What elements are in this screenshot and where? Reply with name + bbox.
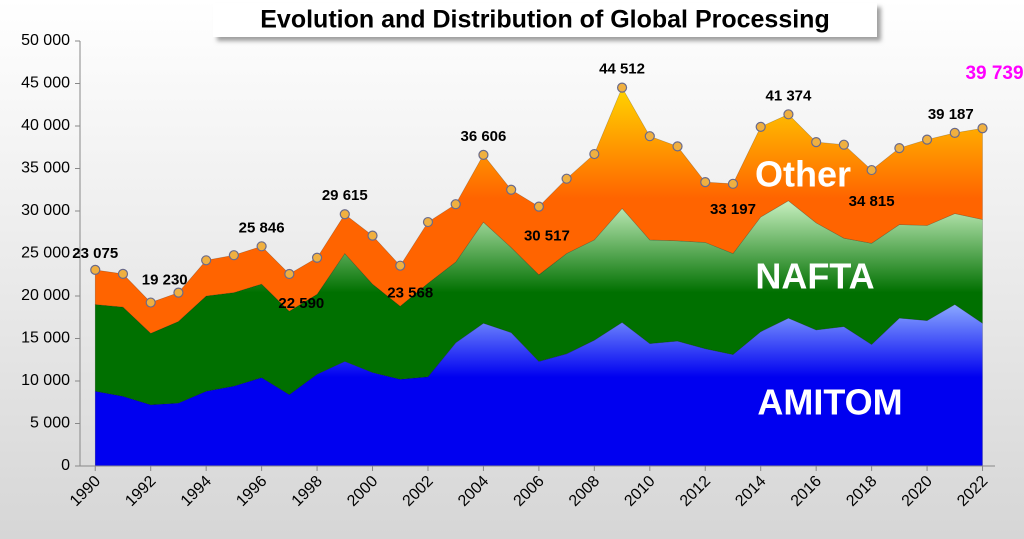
point [506, 184, 517, 195]
data-label: 29 615 [322, 187, 368, 204]
data-label: 41 374 [765, 87, 812, 104]
point [284, 268, 295, 280]
y-tick-label: 0 [61, 457, 70, 474]
point [395, 260, 406, 271]
point [838, 139, 849, 150]
point [755, 121, 766, 132]
point [533, 201, 544, 212]
data-label: 34 815 [849, 193, 895, 210]
y-tick-label: 40 000 [21, 117, 70, 134]
point [644, 131, 655, 142]
title-box [213, 3, 877, 37]
series-label: AMITOM [757, 382, 902, 423]
data-label: 19 230 [142, 272, 188, 289]
data-label: 44 512 [599, 61, 645, 78]
series-label: Other [755, 154, 851, 195]
y-tick-label: 10 000 [21, 372, 70, 389]
y-tick-label: 15 000 [21, 330, 70, 347]
y-tick-label: 50 000 [21, 32, 70, 49]
point [173, 287, 184, 298]
data-label: 33 197 [710, 201, 756, 218]
point [117, 268, 129, 279]
point [727, 178, 739, 189]
chart-title: Evolution and Distribution of Global Pro… [260, 6, 829, 34]
point [811, 137, 822, 148]
point [478, 149, 489, 160]
y-tick-label: 5 000 [30, 415, 70, 432]
y-tick-label: 30 000 [21, 202, 70, 219]
point [145, 297, 156, 308]
data-label: 22 590 [278, 295, 324, 312]
point [90, 264, 101, 275]
point [311, 252, 323, 263]
y-tick-label: 35 000 [21, 160, 70, 177]
y-tick-label: 20 000 [21, 287, 70, 304]
point [977, 123, 988, 134]
point [256, 241, 267, 252]
point [866, 164, 877, 176]
point [949, 127, 960, 139]
point [700, 177, 711, 188]
y-tick-label: 25 000 [21, 245, 70, 262]
series-label: NAFTA [755, 256, 874, 297]
point [339, 209, 350, 220]
data-label: 23 075 [72, 245, 118, 262]
data-label: 36 606 [460, 128, 506, 145]
point [921, 134, 933, 145]
point [894, 143, 905, 154]
data-label: 39 187 [928, 106, 974, 123]
point [422, 216, 434, 228]
point [228, 250, 239, 261]
point [589, 148, 600, 160]
data-label: 25 846 [239, 219, 285, 236]
point [672, 141, 683, 152]
y-tick-label: 45 000 [21, 75, 70, 92]
data-label: 23 568 [387, 285, 433, 302]
data-label: 39 739 [965, 63, 1023, 84]
point [450, 199, 461, 210]
point [201, 255, 212, 266]
data-label: 30 517 [524, 228, 570, 245]
point [561, 173, 572, 184]
point [616, 82, 628, 93]
point [367, 230, 378, 241]
point [783, 109, 794, 120]
